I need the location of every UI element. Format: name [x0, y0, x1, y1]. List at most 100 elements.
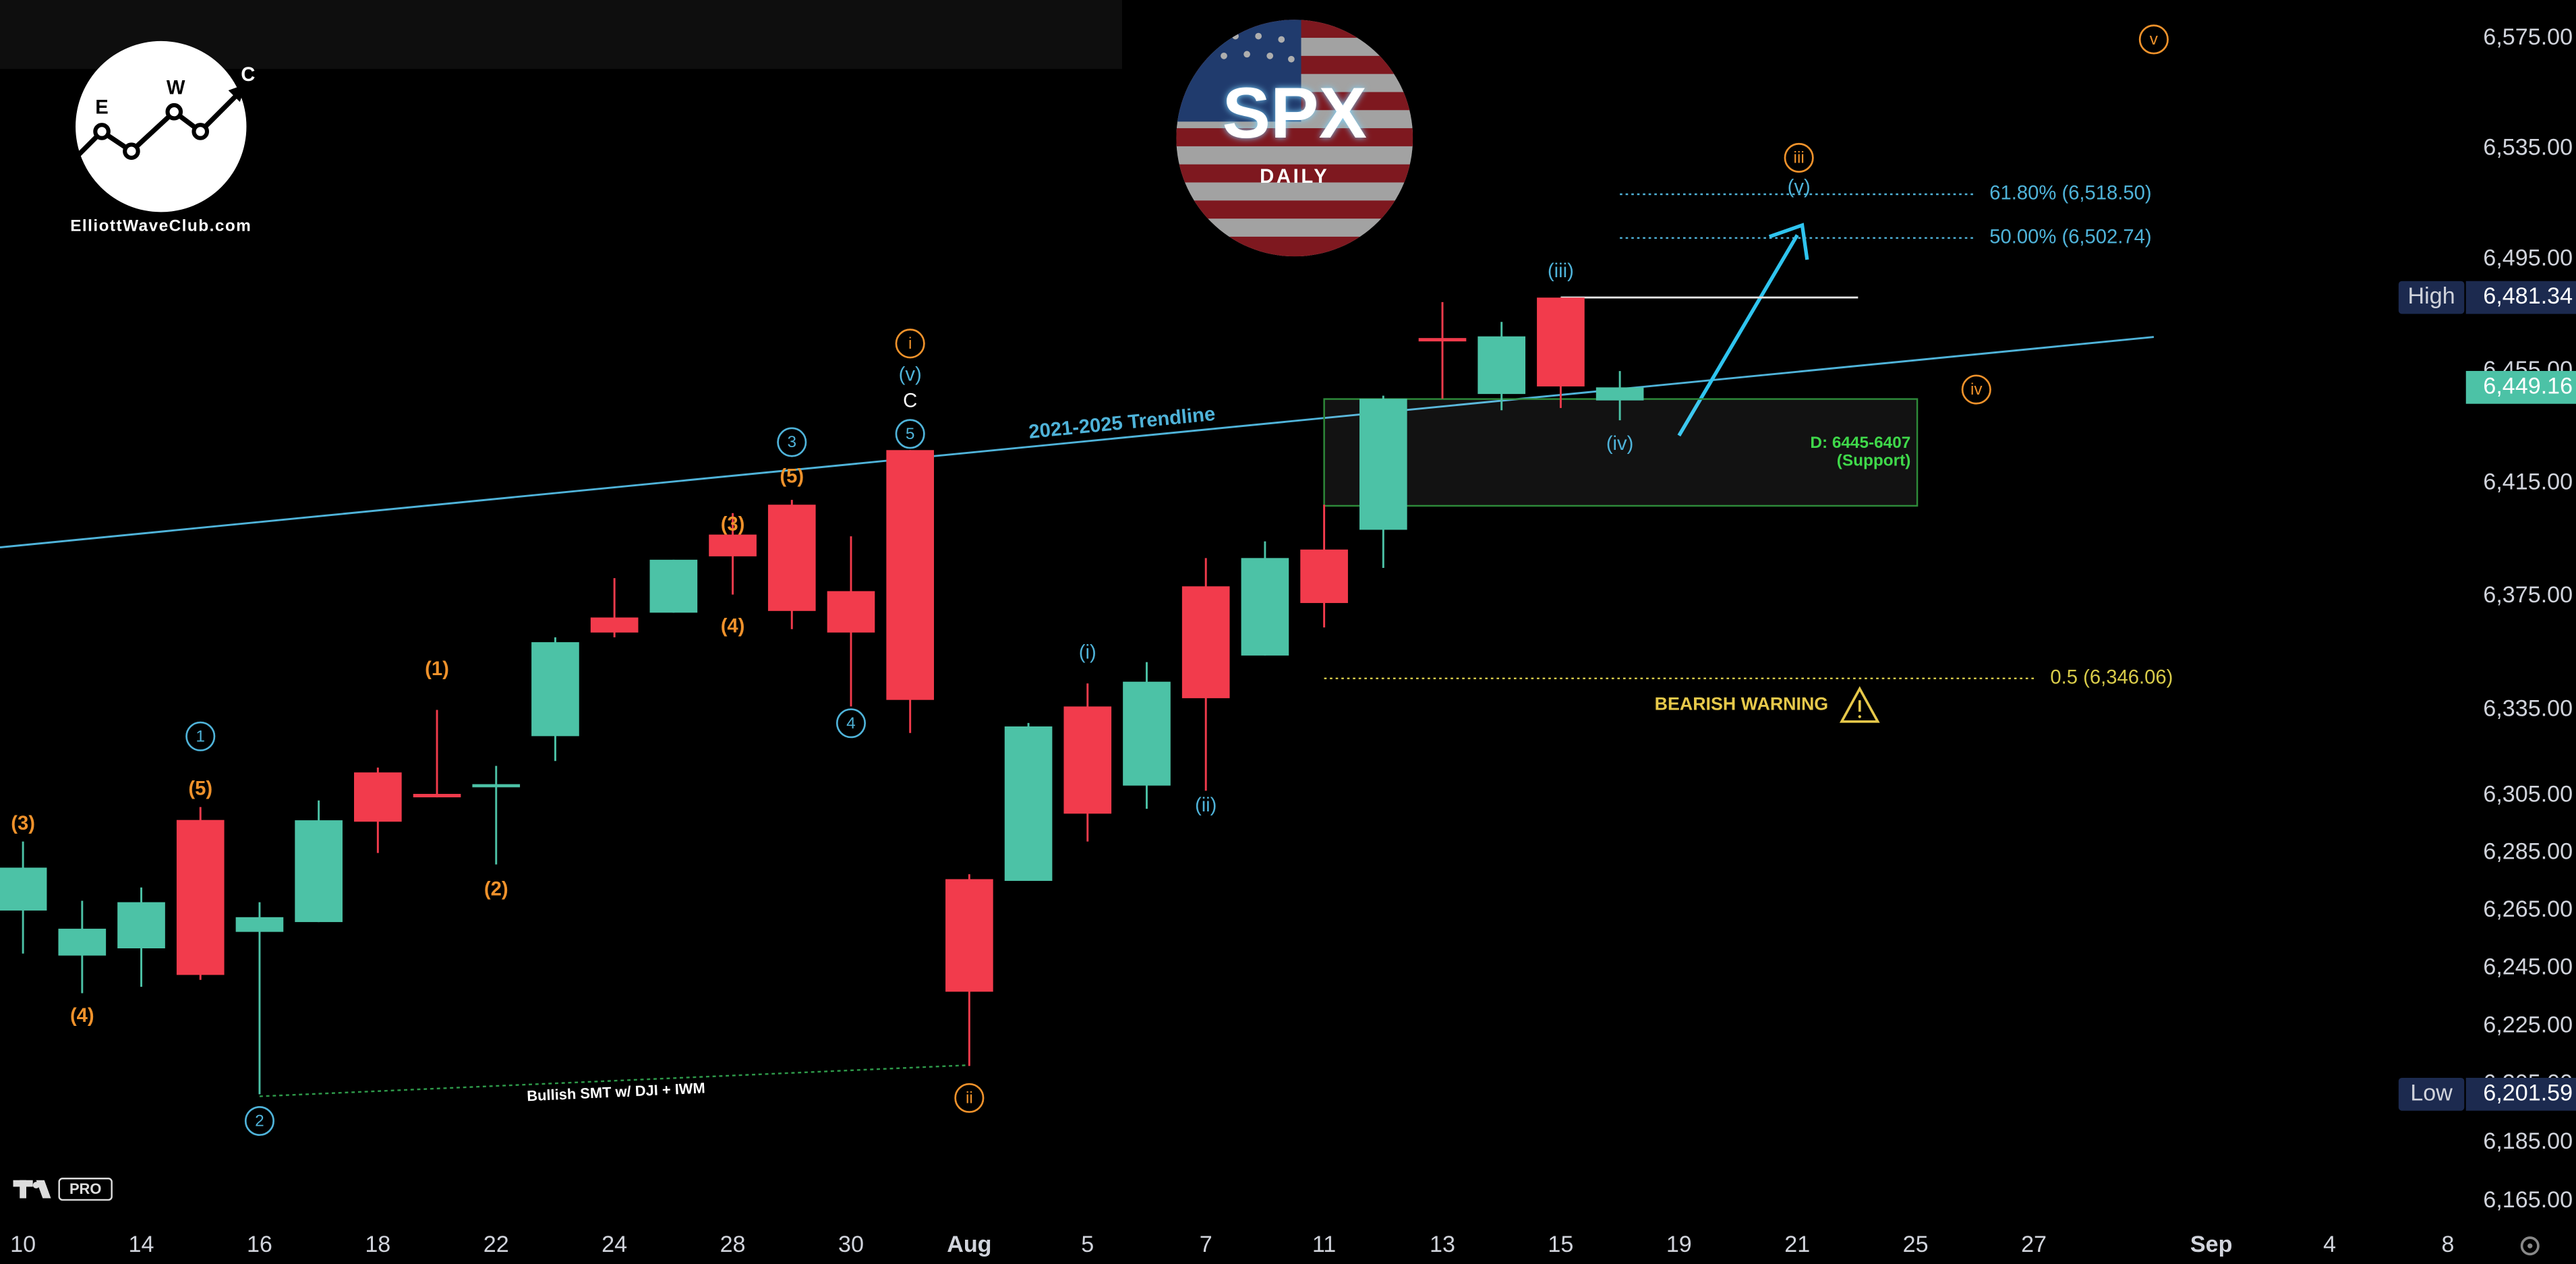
warning-label: BEARISH WARNING	[1655, 694, 1829, 714]
wave-label: ii	[966, 1089, 973, 1108]
candle-body	[413, 794, 461, 798]
candle-body	[235, 917, 284, 932]
candle-body	[1359, 399, 1407, 530]
wave-label: (i)	[1079, 641, 1096, 663]
platform-logo: PRO	[13, 1178, 113, 1201]
candle-body	[1477, 336, 1526, 395]
wave-label: C	[903, 391, 917, 412]
x-tick-label: 19	[1666, 1232, 1692, 1257]
candle-body	[709, 534, 757, 556]
wave-label: 1	[196, 727, 205, 745]
x-tick-label: 24	[602, 1232, 627, 1257]
candle-body	[1241, 558, 1289, 656]
wave-label: 5	[906, 425, 915, 443]
annotation-circle	[777, 427, 807, 457]
zone-note: (Support)	[1837, 452, 1911, 470]
annotation-circle	[1961, 374, 1991, 405]
annotation-circle	[1784, 142, 1814, 173]
x-tick-label: 22	[484, 1232, 509, 1257]
wave-label: 4	[846, 714, 856, 732]
wave-label: (4)	[721, 615, 745, 637]
wave-label: (iv)	[1606, 433, 1634, 455]
x-tick-label: 27	[2021, 1232, 2047, 1257]
y-tick-label: 6,265.00	[2483, 896, 2573, 922]
wave-label: (3)	[721, 513, 745, 535]
price-badge-box	[2465, 1077, 2576, 1111]
level-label: 61.80% (6,518.50)	[1989, 183, 2151, 204]
logo-arrowhead	[228, 84, 247, 103]
y-tick-label: 6,535.00	[2483, 134, 2573, 160]
level-label: 0.5 (6,346.06)	[2050, 667, 2173, 689]
logo-letter: E	[95, 97, 108, 119]
settings-icon[interactable]	[2520, 1236, 2540, 1256]
candle-body	[472, 784, 521, 788]
interval-text: DAILY	[1260, 166, 1329, 188]
candle-body	[58, 928, 107, 956]
y-tick-label: 6,305.00	[2483, 782, 2573, 807]
annotation-circle	[2138, 24, 2169, 55]
symbol-logo: SPX SPX DAILY	[1176, 20, 1413, 257]
y-tick-label: 6,285.00	[2483, 839, 2573, 865]
last-price-label: 6,449.16	[2483, 373, 2573, 399]
y-tick-label: 6,335.00	[2483, 695, 2573, 721]
x-tick-label: 4	[2323, 1232, 2336, 1257]
wave-label: (2)	[484, 878, 508, 900]
wave-label: 3	[787, 433, 796, 451]
annotation-circle	[895, 328, 925, 359]
candle-body	[945, 879, 993, 992]
candle-body	[117, 902, 165, 949]
x-tick-label: 16	[247, 1232, 272, 1257]
price-badge-box	[2465, 281, 2576, 314]
wave-label: (ii)	[1195, 795, 1217, 816]
logo-letter: C	[241, 64, 255, 86]
y-tick-label: 6,165.00	[2483, 1187, 2573, 1213]
candle-body	[1181, 586, 1230, 699]
candle-body	[767, 505, 816, 611]
zone-label: D: 6445-6407	[1810, 434, 1910, 452]
wave-label: (v)	[1788, 177, 1811, 198]
wave-label: v	[2150, 30, 2159, 49]
symbol-text: SPX	[1223, 72, 1367, 153]
y-tick-label: 6,245.00	[2483, 954, 2573, 980]
wave-label: (5)	[780, 466, 804, 488]
level-label: 50.00% (6,502.74)	[1989, 227, 2151, 248]
x-tick-label: Sep	[2190, 1232, 2233, 1257]
x-tick-label: 7	[1200, 1232, 1212, 1257]
candle-body	[1300, 549, 1348, 604]
candle-body	[1123, 681, 1171, 786]
wave-label: (1)	[425, 658, 449, 680]
price-badge-label-box	[2398, 1077, 2465, 1111]
y-tick-label: 6,495.00	[2483, 246, 2573, 271]
y-tick-label: 6,375.00	[2483, 582, 2573, 608]
annotation-circle	[954, 1083, 985, 1113]
x-tick-label: 28	[720, 1232, 746, 1257]
y-tick-label: 6,225.00	[2483, 1012, 2573, 1037]
brand-name: ElliottWaveClub.com	[70, 217, 252, 235]
platform-badge: PRO	[69, 1180, 101, 1197]
annotation-circle	[185, 721, 216, 751]
candle-body	[1596, 387, 1644, 401]
candle-body	[1418, 338, 1467, 342]
wave-label: iii	[1794, 149, 1805, 167]
wave-label: (v)	[899, 364, 922, 386]
trendline	[0, 336, 2155, 548]
x-tick-label: 5	[1081, 1232, 1094, 1257]
candle-body	[649, 559, 698, 613]
y-tick-label: 6,415.00	[2483, 469, 2573, 495]
warning-icon	[1839, 686, 1880, 723]
x-tick-label: 13	[1430, 1232, 1455, 1257]
wave-label: (iii)	[1548, 260, 1574, 282]
x-tick-label: 21	[1784, 1232, 1810, 1257]
annotation-circle	[836, 708, 867, 739]
candle-body	[531, 642, 579, 737]
candle-body	[1004, 726, 1053, 881]
projection-arrow	[1677, 223, 1809, 437]
candle-body	[0, 867, 47, 911]
logo-letter: W	[167, 77, 185, 98]
candle-body	[1537, 297, 1585, 386]
smt-line	[259, 1064, 970, 1097]
x-tick-label: 18	[365, 1232, 390, 1257]
annotation-circle	[244, 1105, 274, 1137]
